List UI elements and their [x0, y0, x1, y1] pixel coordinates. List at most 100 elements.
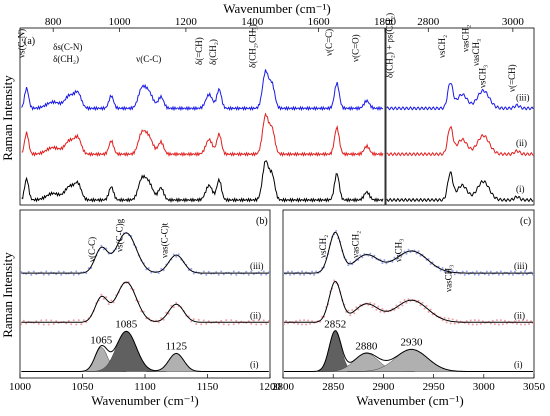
- data-point: [47, 323, 50, 326]
- data-point: [485, 270, 488, 273]
- panel-a-tick-label: 2800: [417, 16, 440, 28]
- panel-a-peak-annotation: νasCH₃: [471, 39, 481, 66]
- fitted-peak-label: 1085: [115, 318, 138, 330]
- data-point: [403, 250, 406, 253]
- data-point: [35, 273, 38, 276]
- data-point: [419, 304, 422, 307]
- data-point: [393, 308, 396, 311]
- data-point: [217, 322, 220, 325]
- x-tick-label: 1150: [197, 381, 219, 393]
- x-tick-label: 1100: [134, 381, 156, 393]
- data-point: [481, 320, 484, 323]
- data-point: [205, 322, 208, 325]
- data-point: [303, 319, 306, 322]
- data-point: [423, 307, 426, 310]
- data-point: [100, 244, 103, 247]
- data-point: [307, 319, 310, 322]
- data-point: [77, 319, 80, 322]
- fit-line: [21, 281, 269, 323]
- panel-a-peak-annotation: νsCH₂: [437, 35, 447, 58]
- panel-a-tick-label: 1000: [109, 16, 132, 28]
- data-point: [299, 273, 302, 276]
- data-point: [375, 308, 378, 311]
- data-point: [519, 323, 522, 326]
- data-point: [55, 320, 58, 323]
- data-point: [349, 261, 352, 264]
- data-point: [443, 270, 446, 273]
- data-point: [475, 270, 478, 273]
- data-point: [403, 299, 406, 302]
- data-point: [383, 259, 386, 262]
- data-point: [47, 273, 50, 276]
- data-point: [35, 320, 38, 323]
- panel-a: Wavenumber (cm⁻¹) (a) (iii) (ii) (i) 800 100…: [16, 1, 535, 206]
- data-point: [252, 273, 255, 276]
- data-point: [301, 323, 304, 326]
- data-point: [205, 273, 208, 276]
- data-point: [40, 319, 43, 322]
- data-point: [405, 252, 408, 255]
- data-point: [25, 322, 28, 325]
- panel-a-peak-annotation: ν(C=O): [350, 34, 360, 62]
- data-point: [501, 273, 504, 276]
- panel-a-series-left: [21, 160, 384, 203]
- data-point: [527, 323, 530, 326]
- panel-a-tick-label: 1400: [241, 16, 264, 28]
- data-point: [421, 301, 424, 304]
- peak-annotation: νsCH₃: [393, 239, 403, 262]
- data-point: [451, 269, 454, 272]
- data-point: [291, 270, 294, 273]
- data-point: [262, 270, 265, 273]
- data-point: [519, 270, 522, 273]
- data-point: [347, 309, 350, 312]
- data-point: [429, 308, 432, 311]
- data-point: [525, 273, 528, 276]
- panel-a-ylabel: Raman Intensity: [0, 75, 15, 161]
- data-point: [37, 322, 40, 325]
- data-point: [157, 321, 160, 324]
- data-point: [391, 260, 394, 263]
- data-point: [247, 273, 250, 276]
- data-point: [415, 252, 418, 255]
- data-point: [379, 310, 382, 313]
- peak-annotation: νasCH₃: [444, 265, 454, 292]
- data-point: [311, 270, 314, 273]
- data-point: [267, 320, 270, 323]
- data-point: [172, 253, 175, 256]
- data-point: [495, 271, 498, 274]
- fit-line: [284, 280, 533, 323]
- panel-a-peak-annotation: ν(C-C): [136, 54, 161, 64]
- data-point: [190, 267, 193, 270]
- panel-a-tick-label: 1800: [374, 16, 397, 28]
- data-point: [245, 270, 248, 273]
- panel-a-series-right: [386, 82, 534, 111]
- data-point: [503, 319, 506, 322]
- data-point: [289, 273, 292, 276]
- panel-a-series-left: [21, 69, 384, 112]
- data-point: [230, 319, 233, 322]
- data-point: [369, 301, 372, 304]
- data-point: [467, 273, 470, 276]
- series-label: (ii): [250, 310, 261, 320]
- data-point: [170, 304, 173, 307]
- panel-a-left-frame: [19, 27, 386, 206]
- data-point: [487, 273, 490, 276]
- data-point: [529, 320, 532, 323]
- data-point: [443, 316, 446, 319]
- data-point: [495, 319, 498, 322]
- peak-annotation: νas(C-C)t: [160, 222, 170, 258]
- data-point: [235, 273, 238, 276]
- data-point: [235, 319, 238, 322]
- data-point: [467, 322, 470, 325]
- x-tick-label: 1000: [9, 381, 32, 393]
- data-point: [30, 273, 33, 276]
- panel-a-tick-label: 3000: [502, 16, 525, 28]
- data-point: [509, 270, 512, 273]
- data-point: [427, 310, 430, 313]
- panel-b-ylabel: Raman Intensity: [0, 252, 15, 338]
- data-point: [80, 323, 83, 326]
- panel-a-label: (a): [24, 36, 35, 47]
- data-point: [313, 273, 316, 276]
- data-point: [355, 306, 358, 309]
- data-point: [523, 323, 526, 326]
